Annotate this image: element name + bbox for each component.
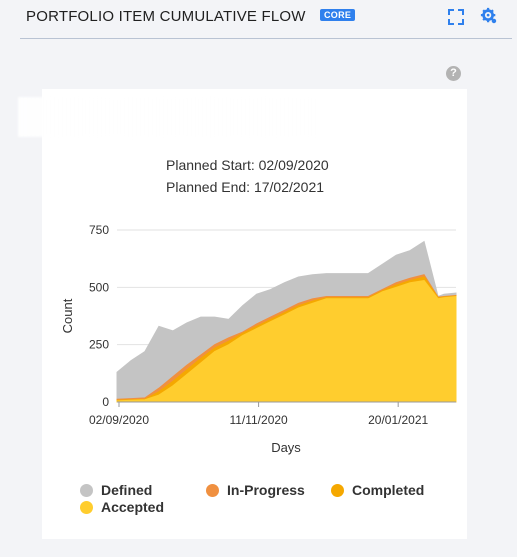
page-title: PORTFOLIO ITEM CUMULATIVE FLOW — [26, 8, 306, 25]
x-tick-label: 11/11/2020 — [229, 413, 288, 427]
y-tick-label: 0 — [102, 395, 109, 409]
expand-icon[interactable] — [448, 9, 464, 25]
core-badge: CORE — [320, 9, 356, 21]
x-tick-label: 02/09/2020 — [89, 413, 149, 427]
area-series-accepted — [116, 279, 457, 403]
y-axis-label: Count — [60, 298, 75, 333]
legend-item-defined[interactable]: Defined — [80, 482, 152, 498]
y-tick-label: 750 — [89, 223, 109, 237]
legend-swatch — [80, 483, 93, 497]
legend-swatch — [206, 483, 219, 497]
legend-label: In-Progress — [227, 482, 305, 498]
y-tick-label: 250 — [89, 338, 109, 352]
legend-swatch — [331, 483, 344, 497]
redacted-chart-title — [18, 97, 318, 137]
legend-label: Completed — [352, 482, 425, 498]
x-axis-label: Days — [271, 440, 301, 455]
legend-swatch — [80, 500, 93, 514]
help-icon[interactable]: ? — [446, 66, 461, 81]
legend-label: Defined — [101, 482, 153, 498]
legend-item-completed[interactable]: Completed — [331, 482, 424, 498]
legend-item-in-progress[interactable]: In-Progress — [206, 482, 305, 498]
planned-end-label: Planned End: 17/02/2021 — [166, 179, 325, 195]
legend-item-accepted[interactable]: Accepted — [80, 499, 164, 515]
x-tick-label: 20/01/2021 — [368, 413, 428, 427]
settings-gear-icon[interactable] — [480, 7, 498, 25]
y-tick-label: 500 — [89, 280, 109, 294]
legend-label: Accepted — [101, 499, 165, 515]
app-header: PORTFOLIO ITEM CUMULATIVE FLOW CORE — [20, 0, 512, 39]
planned-start-label: Planned Start: 02/09/2020 — [166, 157, 329, 173]
